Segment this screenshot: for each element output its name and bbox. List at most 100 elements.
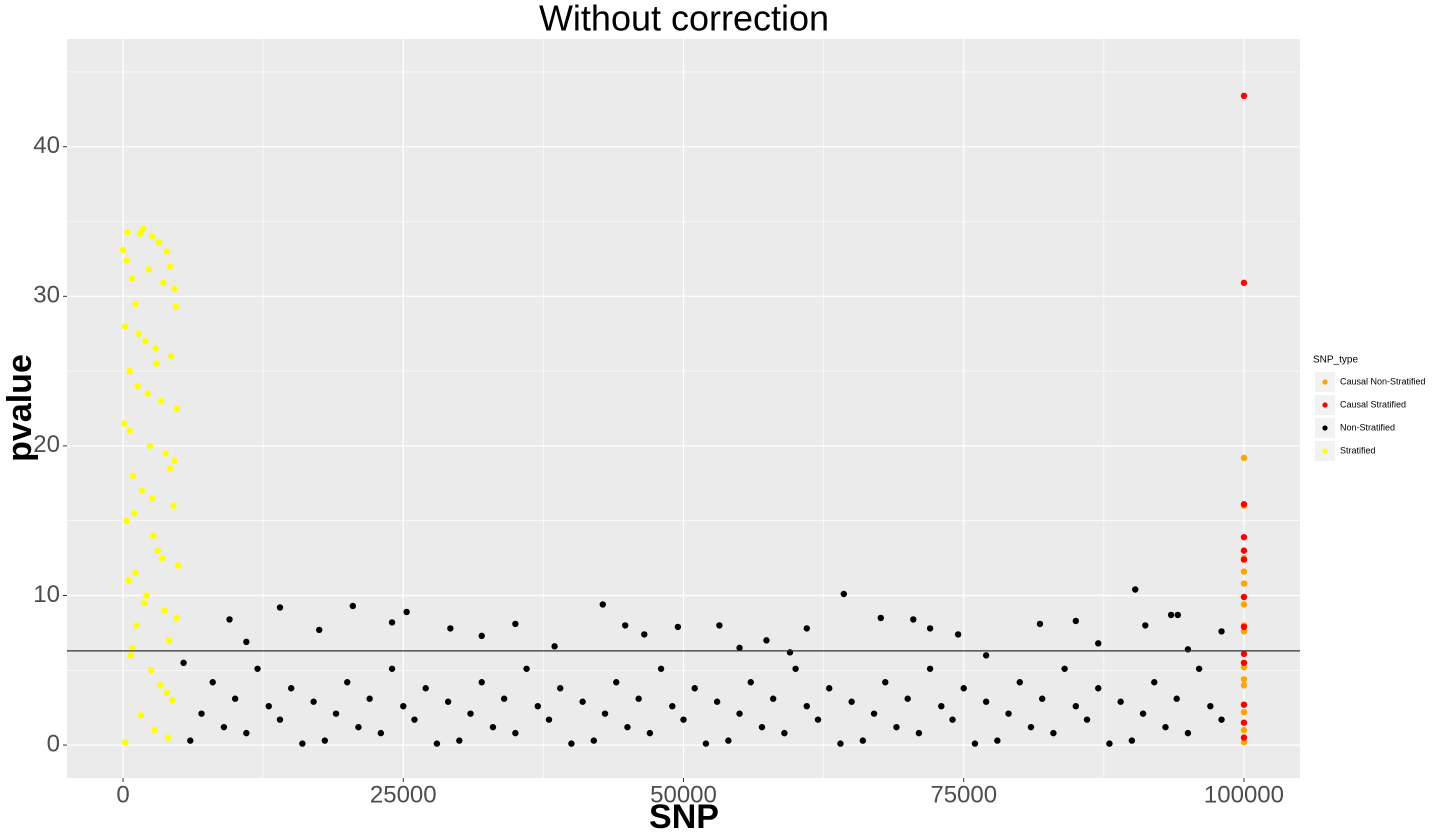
point: [1072, 702, 1080, 710]
point: [136, 230, 144, 237]
point: [388, 665, 396, 672]
point: [635, 695, 642, 702]
point: [579, 698, 586, 705]
point: [171, 457, 178, 465]
x-tick-label: 25000: [370, 781, 437, 808]
point: [1061, 665, 1068, 672]
point: [456, 737, 463, 744]
point: [163, 248, 170, 255]
point: [162, 450, 169, 457]
point: [132, 300, 139, 307]
point: [534, 702, 541, 710]
point: [316, 626, 323, 634]
point: [1016, 679, 1023, 686]
point: [128, 644, 136, 652]
point: [904, 695, 911, 702]
point: [478, 679, 485, 686]
point: [444, 698, 452, 705]
point: [1240, 738, 1248, 746]
point: [599, 601, 606, 608]
legend-title: SNP_type: [1313, 355, 1358, 366]
point: [310, 698, 317, 705]
point: [814, 716, 822, 723]
point: [568, 740, 575, 747]
point: [133, 622, 140, 629]
point: [1173, 695, 1180, 702]
point: [140, 225, 147, 233]
point: [122, 323, 129, 330]
point: [1240, 501, 1248, 508]
point: [512, 729, 519, 737]
point: [763, 637, 770, 644]
y-tick-label: 20: [33, 431, 60, 458]
point: [736, 710, 743, 717]
point: [141, 599, 148, 607]
point: [154, 547, 161, 554]
point: [1162, 723, 1169, 731]
point: [122, 738, 129, 746]
point: [433, 740, 441, 747]
point: [287, 685, 295, 692]
point: [786, 649, 794, 656]
chart-title: Without correction: [539, 0, 829, 39]
point: [1072, 617, 1080, 625]
point: [1038, 695, 1046, 702]
point: [1195, 665, 1203, 672]
point: [1240, 547, 1248, 554]
point: [624, 723, 631, 731]
point: [949, 716, 956, 723]
point: [265, 702, 272, 710]
point: [613, 679, 620, 686]
point: [165, 637, 173, 644]
point: [467, 710, 474, 717]
point: [164, 734, 172, 741]
x-tick-label: 50000: [650, 781, 717, 808]
point: [159, 554, 166, 562]
point: [147, 667, 155, 674]
point: [142, 337, 149, 345]
point: [478, 632, 485, 640]
point: [137, 711, 145, 719]
point: [161, 607, 168, 614]
point: [523, 665, 530, 672]
point: [171, 285, 178, 293]
point: [1218, 628, 1225, 635]
y-tick-label: 0: [47, 730, 60, 757]
point: [254, 665, 261, 672]
legend-marker: [1322, 379, 1328, 385]
point: [127, 652, 135, 659]
point: [1142, 622, 1149, 629]
point: [157, 397, 165, 405]
point: [646, 729, 654, 737]
point: [1151, 679, 1158, 686]
point: [769, 695, 777, 702]
point: [135, 330, 142, 337]
point: [1095, 640, 1102, 647]
point: [132, 569, 139, 577]
point: [1240, 454, 1248, 462]
point: [173, 405, 181, 412]
y-tick-label: 10: [33, 581, 60, 608]
point: [1240, 623, 1248, 631]
point: [954, 631, 962, 638]
point: [143, 592, 150, 599]
point: [725, 737, 732, 744]
point: [160, 279, 167, 287]
point: [276, 604, 284, 611]
point: [1240, 628, 1248, 635]
point: [152, 345, 159, 352]
point: [1218, 716, 1225, 723]
point: [489, 723, 497, 731]
point: [1240, 650, 1248, 658]
point: [134, 382, 141, 390]
point: [153, 360, 160, 367]
point: [702, 740, 710, 747]
point: [1128, 737, 1136, 744]
point: [173, 614, 181, 622]
point: [151, 726, 158, 734]
point: [321, 737, 329, 744]
point: [826, 685, 833, 692]
x-tick-label: 100000: [1204, 781, 1284, 808]
point: [994, 737, 1001, 744]
point: [209, 679, 216, 686]
